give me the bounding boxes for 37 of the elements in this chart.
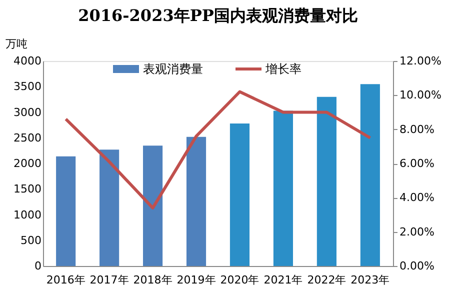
legend-label: 表观消费量 — [143, 62, 203, 76]
x-tick-label: 2017年 — [90, 274, 129, 286]
legend-label: 增长率 — [264, 62, 302, 76]
bar — [143, 146, 163, 266]
y2-tick-label: 10.00% — [400, 88, 442, 102]
y2-tick-label: 4.00% — [400, 191, 434, 204]
x-tick-label: 2022年 — [307, 274, 346, 286]
y-tick-label: 2000 — [14, 157, 42, 170]
y2-tick-label: 8.00% — [400, 122, 434, 136]
x-tick-label: 2016年 — [46, 274, 86, 286]
y-tick-label: 500 — [20, 234, 42, 247]
bar — [273, 110, 293, 266]
bar — [316, 96, 336, 266]
y-tick-label: 1500 — [14, 182, 42, 196]
bar — [230, 124, 250, 266]
bar — [360, 84, 380, 266]
y-tick-label: 2500 — [14, 131, 42, 144]
y-tick-label: 1000 — [14, 208, 42, 222]
y2-tick-label: 6.00% — [400, 157, 434, 170]
x-tick-label: 2019年 — [176, 274, 216, 286]
y-axis-title: 万吨 — [6, 38, 28, 50]
y2-tick-label: 12.00% — [400, 54, 442, 68]
chart-title: 2016-2023年PP国内表观消费量对比 — [78, 6, 358, 25]
y2-tick-label: 2.00% — [400, 225, 434, 238]
x-tick-label: 2018年 — [133, 274, 172, 286]
y-tick-label: 3500 — [14, 80, 42, 94]
bar — [186, 136, 206, 266]
line-series — [64, 90, 372, 210]
bar — [100, 150, 120, 266]
y-tick-label: 3000 — [14, 106, 42, 119]
x-tick-label: 2021年 — [264, 274, 303, 286]
x-tick-label: 2020年 — [220, 274, 260, 286]
y-tick-label: 4000 — [14, 54, 42, 68]
y2-tick-label: 0.00% — [400, 260, 434, 272]
bar — [56, 156, 76, 266]
x-tick-label: 2023年 — [350, 274, 390, 286]
y-tick-label: 0 — [34, 260, 42, 272]
